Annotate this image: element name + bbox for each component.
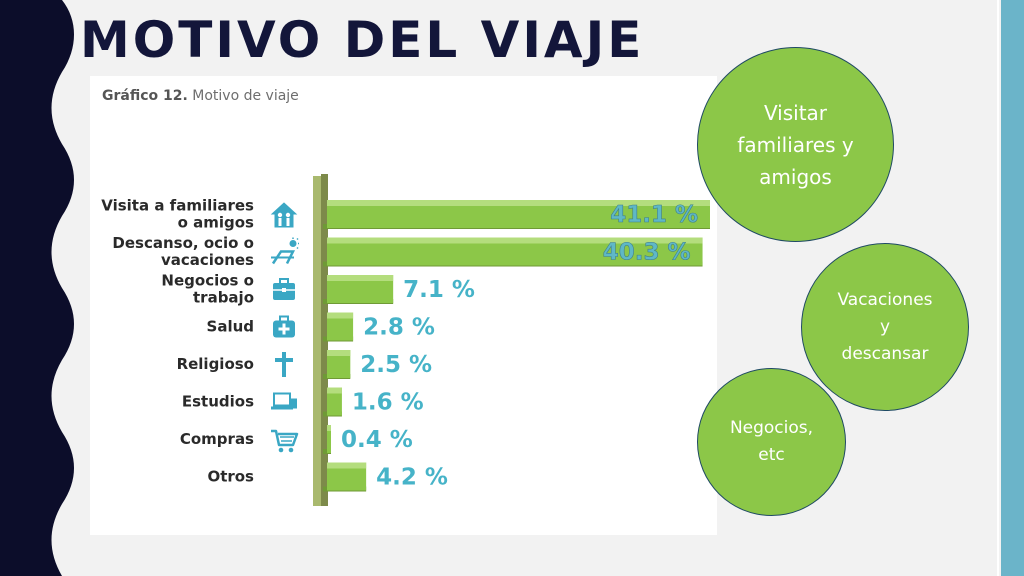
bubble-visitar-familiares: Visitar familiares y amigos [697, 47, 894, 242]
category-label-line: Visita a familiares [101, 197, 254, 215]
category-label-line: Salud [207, 318, 254, 336]
value-label: 0.4 % [341, 427, 413, 453]
bar-6 [327, 425, 331, 453]
category-label-line: Estudios [182, 393, 254, 411]
right-accent-band [1001, 0, 1024, 576]
value-label: 41.1 % [610, 202, 698, 228]
bar-5 [327, 387, 342, 416]
medical-kit-icon [273, 315, 295, 338]
value-label: 40.3 % [603, 240, 691, 266]
bar-highlight [327, 275, 394, 281]
beach-chair-icon [271, 237, 299, 265]
bubble-1-text: Visitar familiares y amigos [737, 100, 854, 189]
bar-highlight [327, 237, 703, 244]
category-label: Otros [207, 468, 254, 486]
category-label: Visita a familiares o amigos [101, 197, 254, 232]
chart-panel: Gráfico 12. Motivo de viaje Visita a fam… [90, 76, 717, 535]
category-label-line: Otros [207, 468, 254, 486]
left-wavy-band [0, 0, 74, 576]
bubble-3-text: Negocios, etc [729, 418, 814, 465]
value-label: 4.2 % [376, 465, 448, 491]
bar-chart: Visita a familiares o amigos 41.1 % Descans… [101, 174, 710, 506]
bar-highlight [327, 425, 331, 431]
value-label: 7.1 % [403, 277, 475, 303]
category-label: Estudios [182, 393, 254, 411]
category-label-line: vacaciones [161, 251, 254, 269]
slide-title: MOTIVO DEL VIAJE [80, 11, 645, 69]
value-label: 2.5 % [360, 352, 432, 378]
right-band-divider [997, 0, 999, 576]
bubble-2-text: Vacaciones y descansar [837, 289, 933, 364]
category-label-line: Compras [180, 430, 254, 448]
bar-highlight [327, 387, 342, 394]
category-label-line: o amigos [178, 214, 254, 232]
chart-caption-text: Motivo de viaje [192, 88, 299, 104]
shopping-cart-icon [271, 429, 299, 453]
category-label-line: Negocios o [161, 272, 254, 290]
family-house-icon [270, 202, 298, 228]
category-label-line: trabajo [193, 289, 254, 307]
category-label: Negocios o trabajo [161, 272, 254, 307]
bar-4 [327, 350, 351, 378]
bar-highlight [327, 312, 354, 319]
category-label-line: Religioso [177, 355, 254, 373]
briefcase-icon [273, 278, 295, 300]
bar-highlight [327, 462, 367, 469]
value-label: 1.6 % [352, 390, 424, 416]
axis-post-side [313, 176, 324, 506]
category-label: Compras [180, 430, 254, 448]
chart-caption: Gráfico 12. Motivo de viaje [102, 88, 299, 104]
category-label: Salud [207, 318, 254, 336]
value-label: 2.8 % [363, 315, 435, 341]
category-label: Religioso [177, 355, 254, 373]
bubble-negocios: Negocios, etc [697, 368, 846, 516]
category-label: Descanso, ocio o vacaciones [112, 234, 254, 269]
bar-highlight [327, 350, 351, 356]
category-label-line: Descanso, ocio o [112, 234, 254, 252]
chart-caption-number: Gráfico 12. [102, 88, 188, 104]
cross-icon [275, 352, 293, 377]
bubble-vacaciones: Vacaciones y descansar [801, 243, 969, 411]
bar-highlight [327, 200, 710, 206]
laptop-icon [271, 392, 297, 410]
